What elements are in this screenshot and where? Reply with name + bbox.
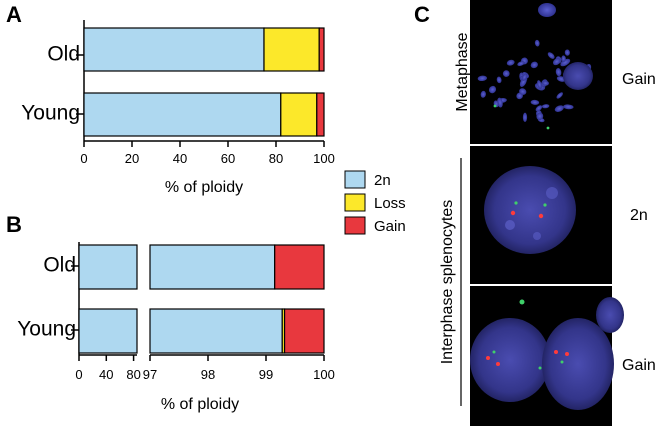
bar-young-gain xyxy=(283,308,325,354)
chromosome xyxy=(530,99,540,105)
panel-a-chart: Old Young 0 20 40 60 80 100 % of ploidy xyxy=(21,20,335,196)
result-label-top: Gain xyxy=(622,71,656,88)
bar-young-2n xyxy=(149,308,283,354)
bar-old-2n xyxy=(149,244,276,290)
bar-young-2n xyxy=(83,92,282,137)
chromosome xyxy=(547,52,555,59)
red-signal xyxy=(565,352,569,356)
chromosome xyxy=(502,70,510,77)
red-signal xyxy=(554,350,558,354)
panel-c-micrographs: Metaphase Interphase splenocytes Gain 2n… xyxy=(439,0,656,426)
panel-a-xtick-label: 0 xyxy=(80,151,87,166)
panel-a-xtick-label: 20 xyxy=(125,151,139,166)
panel-a-xtick-label: 80 xyxy=(269,151,283,166)
metaphase-label: Metaphase xyxy=(454,32,471,111)
panel-a-category-old: Old xyxy=(47,43,80,66)
chromosome xyxy=(552,58,561,66)
panel-b-category-young: Young xyxy=(17,318,76,341)
panel-b-xtick-label: 98 xyxy=(201,367,215,382)
bar-old-loss xyxy=(263,27,320,72)
panel-b-x-label: % of ploidy xyxy=(161,396,239,413)
legend-swatch-gain xyxy=(344,216,366,235)
chromosome xyxy=(534,39,540,47)
legend-swatch-loss xyxy=(344,193,366,212)
chromosome xyxy=(537,80,542,89)
legend-label-2n: 2n xyxy=(374,172,391,189)
red-signal xyxy=(538,213,544,219)
panel-a-xtick-label: 100 xyxy=(313,151,335,166)
result-label-middle: 2n xyxy=(630,207,648,224)
chromosome xyxy=(530,61,538,69)
chromosome xyxy=(522,112,528,122)
chromosome xyxy=(480,90,486,98)
legend-label-loss: Loss xyxy=(374,195,406,212)
green-signal xyxy=(519,299,525,305)
panel-b-xtick-label: 40 xyxy=(99,367,113,382)
bar-old-gain xyxy=(274,244,325,290)
panel-b-xtick-label: 80 xyxy=(126,367,140,382)
legend: 2n Loss Gain xyxy=(344,170,406,235)
chromosome xyxy=(521,73,528,81)
bar-old-gain xyxy=(318,27,325,72)
chromosome xyxy=(564,49,570,56)
metaphase-nucleus-fragment xyxy=(538,3,556,17)
chromosome xyxy=(536,112,544,121)
panel-b-xtick-label: 99 xyxy=(259,367,273,382)
interphase-nucleus-right xyxy=(542,318,614,410)
metaphase-green-signal xyxy=(546,126,550,130)
panel-b-category-old: Old xyxy=(43,254,76,277)
panel-b-xtick-label: 0 xyxy=(75,367,82,382)
green-signal xyxy=(492,350,496,354)
chromosome xyxy=(542,80,549,86)
red-signal xyxy=(496,362,500,366)
bar-old-2n xyxy=(83,27,265,72)
bar-old-2n-segment-left xyxy=(78,244,138,290)
result-label-bottom: Gain xyxy=(622,357,656,374)
interphase-nucleus-left xyxy=(470,318,550,402)
chromosome xyxy=(506,59,515,66)
bar-young-2n-segment-left xyxy=(78,308,138,354)
panel-a-xtick-label: 60 xyxy=(221,151,235,166)
panel-b-xtick-label: 100 xyxy=(313,367,335,382)
panel-b-letter: B xyxy=(6,212,22,237)
chromosome xyxy=(488,85,497,94)
chromosome xyxy=(496,76,502,84)
panel-a-letter: A xyxy=(6,2,22,27)
panel-a-category-young: Young xyxy=(21,102,80,125)
panel-a-xtick-label: 40 xyxy=(173,151,187,166)
metaphase-interphase-nucleus xyxy=(563,62,593,90)
chromosome xyxy=(560,58,571,67)
legend-swatch-2n xyxy=(344,170,366,189)
chromosome xyxy=(519,88,527,95)
interphase-nucleus xyxy=(484,166,576,254)
interphase-label: Interphase splenocytes xyxy=(439,200,456,365)
interphase-nucleus-edge xyxy=(596,297,624,333)
chromosome xyxy=(517,61,525,66)
green-signal xyxy=(560,360,564,364)
chromosome xyxy=(541,104,550,109)
green-signal xyxy=(543,203,547,207)
chromosome xyxy=(554,105,564,112)
chromosome xyxy=(477,75,488,82)
chromosome xyxy=(561,55,566,62)
green-signal xyxy=(538,366,542,370)
metaphase-chromosomes xyxy=(477,39,592,123)
red-signal xyxy=(486,356,490,360)
chromosome xyxy=(555,68,562,77)
bar-young-gain xyxy=(316,92,325,137)
panel-b-chart: Old Young 0 40 80 97 98 99 100 % of ploidy xyxy=(17,242,335,413)
metaphase-green-signal xyxy=(493,104,497,108)
chromosome xyxy=(556,92,563,99)
bar-young-loss xyxy=(280,92,318,137)
chromosome xyxy=(535,105,543,112)
panel-c-letter: C xyxy=(414,2,430,27)
green-signal xyxy=(514,201,518,205)
panel-a-x-label: % of ploidy xyxy=(165,179,243,196)
legend-label-gain: Gain xyxy=(374,218,406,235)
chromosome xyxy=(563,104,574,110)
panel-b-xtick-label: 97 xyxy=(143,367,157,382)
red-signal xyxy=(510,210,516,216)
